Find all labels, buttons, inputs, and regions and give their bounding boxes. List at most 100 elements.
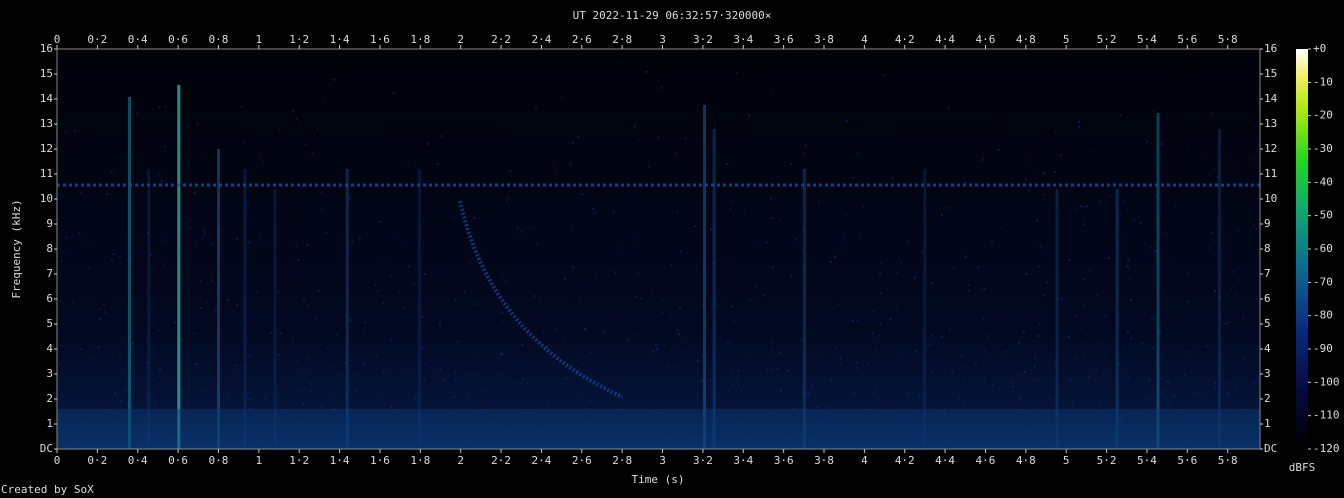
noise xyxy=(413,283,416,286)
x-tick-label: 5·2 xyxy=(1097,454,1117,467)
noise xyxy=(243,331,246,334)
noise xyxy=(1126,331,1129,334)
noise xyxy=(231,351,234,354)
noise xyxy=(439,368,442,371)
noise xyxy=(1205,398,1208,401)
noise xyxy=(405,241,408,244)
noise xyxy=(243,141,246,144)
noise xyxy=(898,385,901,388)
streak xyxy=(216,149,220,449)
noise xyxy=(535,440,538,443)
streak xyxy=(1055,189,1059,449)
noise xyxy=(1149,397,1152,400)
noise xyxy=(186,353,189,356)
noise xyxy=(521,344,524,347)
noise xyxy=(474,301,477,304)
noise xyxy=(206,302,209,305)
noise xyxy=(120,263,123,266)
noise xyxy=(857,367,860,370)
noise xyxy=(1025,273,1028,276)
noise xyxy=(802,152,805,155)
noise xyxy=(572,266,575,269)
x-tick-label-top: 1 xyxy=(256,33,263,46)
noise xyxy=(882,427,885,430)
noise xyxy=(392,92,395,95)
noise xyxy=(436,162,439,165)
footer: Created by SoX xyxy=(1,483,94,496)
noise xyxy=(684,137,687,140)
noise xyxy=(922,206,925,209)
noise xyxy=(265,305,268,308)
noise xyxy=(1164,231,1167,234)
noise xyxy=(889,433,892,436)
noise xyxy=(99,308,102,311)
noise xyxy=(804,144,807,147)
noise xyxy=(1207,247,1210,250)
noise xyxy=(657,136,660,139)
noise xyxy=(310,390,313,393)
noise xyxy=(668,315,671,318)
noise xyxy=(1185,351,1188,354)
noise xyxy=(800,339,803,342)
noise xyxy=(1121,416,1124,419)
noise xyxy=(154,403,157,406)
noise xyxy=(700,401,703,404)
noise xyxy=(922,432,925,435)
y-tick-label: DC xyxy=(40,442,53,455)
noise xyxy=(256,291,259,294)
chart-title: UT 2022-11-29 06:32:57·320000× xyxy=(573,9,772,22)
noise xyxy=(1095,367,1098,370)
noise xyxy=(614,271,617,274)
noise xyxy=(1231,270,1234,273)
noise xyxy=(1131,191,1134,194)
noise xyxy=(933,446,936,449)
noise xyxy=(57,432,60,435)
noise xyxy=(981,289,984,292)
noise xyxy=(1205,345,1208,348)
plot-background xyxy=(57,49,1260,449)
noise xyxy=(344,362,347,365)
noise xyxy=(815,409,818,412)
noise xyxy=(654,343,657,346)
noise xyxy=(376,289,379,292)
noise xyxy=(626,338,629,341)
noise xyxy=(1233,416,1236,419)
noise xyxy=(249,354,252,357)
noise xyxy=(555,413,558,416)
noise xyxy=(714,303,717,306)
noise xyxy=(499,374,502,377)
noise xyxy=(856,319,859,322)
noise xyxy=(1154,250,1157,253)
noise xyxy=(756,243,759,246)
noise xyxy=(155,175,158,178)
x-tick-label-top: 2·8 xyxy=(612,33,632,46)
noise xyxy=(193,191,196,194)
noise xyxy=(115,421,118,424)
y-tick-label: 16 xyxy=(40,42,53,55)
noise xyxy=(856,152,859,155)
colorbar-tick-label: -100 xyxy=(1313,375,1340,388)
noise xyxy=(751,377,754,380)
noise xyxy=(1127,399,1130,402)
noise xyxy=(475,304,478,307)
noise xyxy=(683,429,686,432)
noise xyxy=(619,408,622,411)
noise xyxy=(711,437,714,440)
noise xyxy=(948,328,951,331)
noise xyxy=(235,368,238,371)
noise xyxy=(982,436,985,439)
noise xyxy=(78,231,81,234)
noise xyxy=(996,415,999,418)
noise xyxy=(581,193,584,196)
noise xyxy=(927,344,930,347)
noise xyxy=(518,331,521,334)
noise xyxy=(277,291,280,294)
noise xyxy=(1160,143,1163,146)
noise xyxy=(661,299,664,302)
noise xyxy=(382,301,385,304)
noise xyxy=(1218,296,1221,299)
noise xyxy=(613,413,616,416)
noise xyxy=(877,334,880,337)
noise xyxy=(442,264,445,267)
noise xyxy=(608,268,611,271)
